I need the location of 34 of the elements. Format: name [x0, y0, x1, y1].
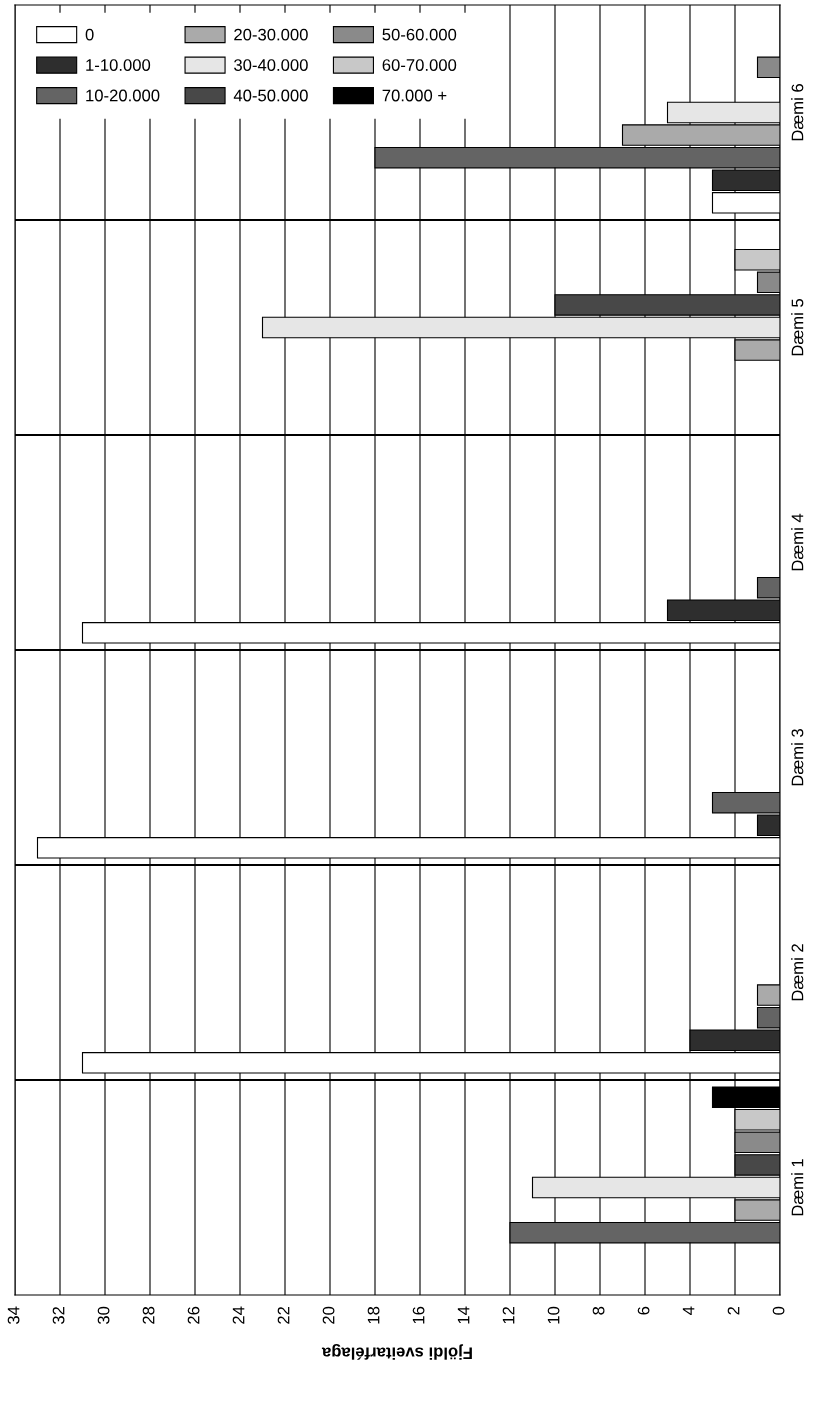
legend-label: 0: [85, 28, 94, 41]
legend-label: 50-60.000: [382, 28, 457, 41]
x-tick-label: 24: [232, 1306, 245, 1324]
legend-label: 70.000 +: [382, 89, 447, 102]
x-tick-label: 8: [592, 1306, 605, 1315]
x-tick-label: 22: [277, 1306, 290, 1324]
x-tick-label: 6: [637, 1306, 650, 1315]
y-tick-label: Dæmi 4: [791, 513, 804, 571]
x-tick-label: 12: [502, 1306, 515, 1324]
x-tick-label: 20: [322, 1306, 335, 1324]
legend-label: 40-50.000: [233, 89, 308, 102]
x-tick-label: 10: [547, 1306, 560, 1324]
x-tick-label: 2: [727, 1306, 740, 1315]
x-tick-label: 0: [772, 1306, 785, 1315]
x-tick-label: 32: [52, 1306, 65, 1325]
legend-label: 30-40.000: [234, 59, 308, 71]
x-tick-label: 16: [412, 1306, 425, 1324]
x-tick-label: 18: [367, 1306, 380, 1324]
y-tick-label: Dæmi 6: [791, 84, 804, 141]
x-tick-label: 14: [457, 1306, 470, 1324]
x-tick-label: 28: [142, 1306, 155, 1324]
legend-label: 10-20.000: [86, 89, 160, 102]
legend-label: 60-70.000: [382, 59, 457, 71]
x-tick-label: 34: [7, 1306, 20, 1325]
x-tick-label: 26: [187, 1306, 200, 1324]
x-tick-label: 30: [97, 1306, 110, 1325]
x-tick-label: 4: [682, 1306, 695, 1315]
legend-label: 20-30.000: [234, 28, 308, 41]
legend-label: 1-10.000: [86, 59, 151, 71]
y-tick-label: Dæmi 3: [791, 729, 804, 786]
x-axis-title: Fjöldi sveitarfélaga: [321, 1344, 472, 1360]
y-tick-label: Dæmi 2: [791, 944, 804, 1001]
y-tick-label: Dæmi 1: [791, 1159, 804, 1216]
y-tick-label: Dæmi 5: [791, 299, 804, 356]
